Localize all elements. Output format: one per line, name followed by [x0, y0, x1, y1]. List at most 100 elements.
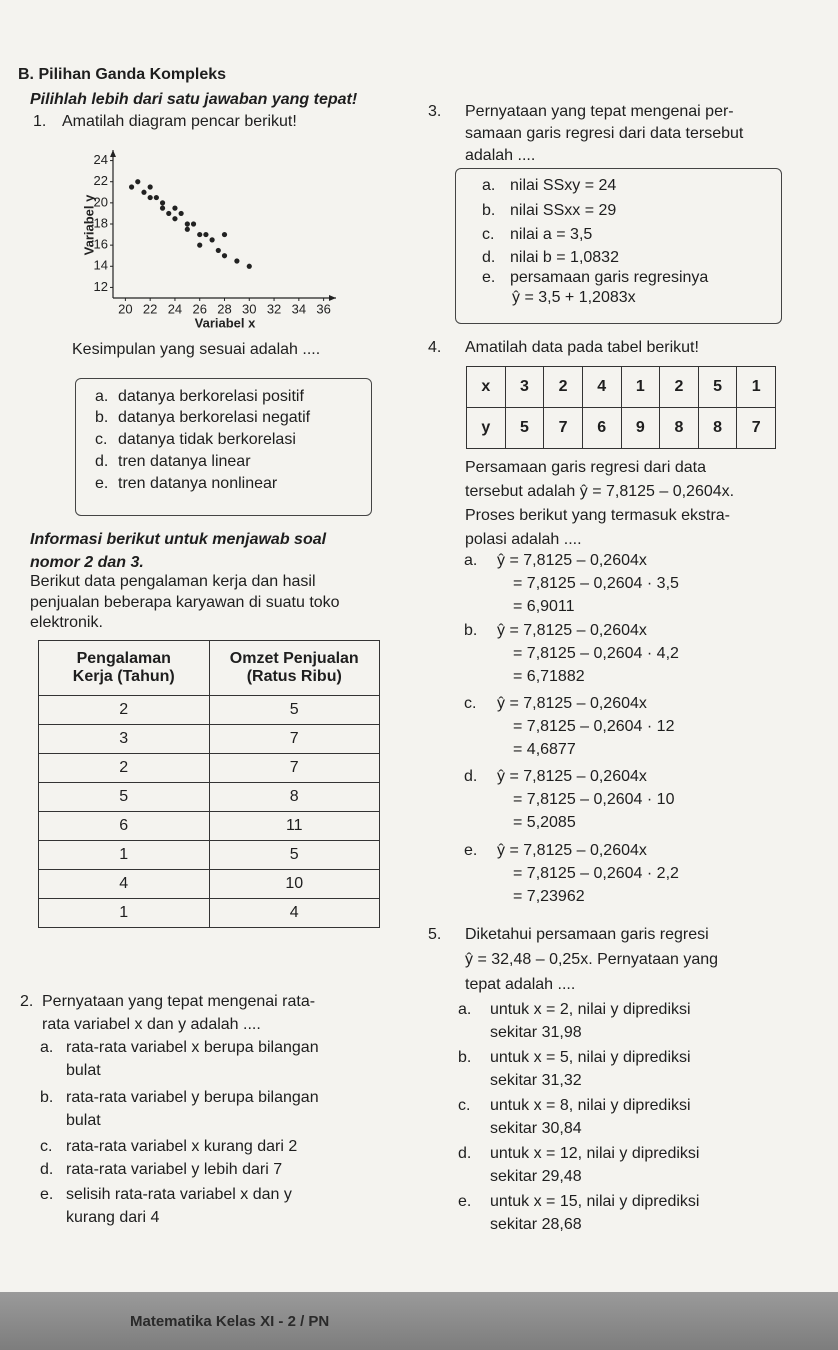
option-text: = 7,8125 – 0,2604 · 2,2	[513, 865, 679, 882]
option-letter: a.	[482, 177, 496, 194]
scatter-point	[184, 221, 190, 227]
y-axis-label: Variabel y	[81, 194, 96, 255]
question-prompt: tepat adalah ....	[465, 976, 576, 993]
scatter-point	[215, 247, 221, 254]
option-letter: e.	[482, 269, 496, 286]
option-letter: e.	[458, 1193, 472, 1210]
table-cell: 3	[504, 366, 545, 408]
question-text: Proses berikut yang termasuk ekstra-	[465, 507, 730, 524]
option-letter: a.	[40, 1039, 54, 1056]
option-letter: c.	[95, 431, 108, 448]
x-tick-label: 22	[143, 301, 157, 316]
y-tick-label: 24	[94, 152, 108, 167]
option-letter: e.	[40, 1186, 54, 1203]
axis-arrow	[329, 295, 336, 301]
option-letter: d.	[458, 1145, 472, 1162]
option-text: = 5,2085	[513, 814, 576, 831]
question-prompt: Diketahui persamaan garis regresi	[465, 926, 709, 943]
option-text: selisih rata-rata variabel x dan y	[66, 1186, 292, 1203]
y-tick-label: 14	[94, 258, 108, 273]
scatter-point	[159, 205, 166, 211]
option-text: rata-rata variabel y lebih dari 7	[66, 1161, 283, 1178]
axis-arrow	[110, 150, 116, 157]
option-text: ŷ = 7,8125 – 0,2604x	[497, 552, 647, 569]
option-text: persamaan garis regresinya	[510, 269, 709, 286]
info-title: Informasi berikut untuk menjawab soal	[30, 531, 327, 548]
info-text: penjualan beberapa karyawan di suatu tok…	[30, 593, 340, 611]
table-cell: 1	[38, 898, 210, 928]
option-letter: b.	[40, 1089, 54, 1106]
x-tick-label: 24	[168, 301, 182, 316]
option-text: sekitar 30,84	[490, 1120, 582, 1137]
question-prompt: Pernyataan yang tepat mengenai rata-	[42, 993, 316, 1010]
option-text: untuk x = 2, nilai y diprediksi	[490, 1001, 691, 1018]
table-cell: 4	[38, 869, 210, 899]
option-text: bulat	[66, 1062, 101, 1079]
table-cell: 8	[697, 407, 738, 449]
question-text: Kesimpulan yang sesuai adalah ....	[72, 341, 321, 358]
footer-text: Matematika Kelas XI - 2 / PN	[130, 1313, 330, 1330]
option-text: ŷ = 7,8125 – 0,2604x	[497, 768, 647, 785]
option-letter: d.	[40, 1161, 54, 1178]
option-text: untuk x = 15, nilai y diprediksi	[490, 1193, 700, 1210]
scatter-point	[190, 221, 197, 227]
table-cell: 5	[504, 407, 545, 449]
table-cell: 9	[620, 407, 661, 449]
option-text: = 7,8125 – 0,2604 · 4,2	[513, 645, 679, 662]
table-cell: 5	[208, 695, 380, 725]
table-cell: 6	[38, 811, 210, 841]
y-tick-label: 12	[94, 279, 108, 294]
scatter-point	[246, 263, 252, 269]
scatter-point	[159, 200, 166, 206]
x-axis-label: Variabel x	[195, 315, 256, 330]
table-cell: 6	[581, 407, 622, 449]
scatter-point	[203, 231, 209, 238]
option-text: = 6,9011	[513, 598, 575, 615]
scatter-point	[172, 216, 178, 222]
option-text: rata-rata variabel x berupa bilangan	[66, 1039, 319, 1056]
option-letter: b.	[482, 202, 496, 219]
option-letter: e.	[95, 475, 109, 492]
option-letter: b.	[464, 622, 478, 639]
table-cell: 10	[208, 869, 380, 899]
table-cell: 8	[208, 782, 380, 812]
x-tick-label: 30	[242, 301, 256, 316]
option-letter: a.	[458, 1001, 472, 1018]
table-cell: 8	[659, 407, 699, 449]
section-title: B. Pilihan Ganda Kompleks	[18, 66, 227, 83]
scatter-point	[153, 194, 159, 201]
option-letter: d.	[482, 249, 496, 266]
option-letter: a.	[464, 552, 478, 569]
option-text: nilai SSxy = 24	[510, 177, 617, 194]
question-number: 1.	[33, 113, 47, 130]
instruction: Pilihlah lebih dari satu jawaban yang te…	[30, 91, 358, 108]
data-table: Pengalaman Kerja (Tahun) Omzet Penjualan …	[38, 640, 380, 928]
option-letter: a.	[95, 388, 109, 405]
options-box	[75, 378, 372, 516]
table-cell: 5	[208, 840, 380, 870]
question-prompt: Amatilah data pada tabel berikut!	[465, 339, 699, 356]
scatter-point	[147, 184, 153, 190]
question-prompt: ŷ = 32,48 – 0,25x. Pernyataan yang	[465, 951, 719, 968]
option-text: ŷ = 7,8125 – 0,2604x	[497, 622, 647, 639]
y-tick-label: 20	[94, 194, 108, 209]
option-text: nilai SSxx = 29	[510, 202, 617, 219]
scatter-point	[197, 231, 203, 238]
y-tick-label: 18	[94, 215, 108, 230]
table-header: Omzet Penjualan (Ratus Ribu)	[208, 640, 380, 696]
option-text: = 7,23962	[513, 888, 585, 905]
question-text: polasi adalah ....	[465, 531, 582, 548]
scatter-point	[184, 226, 190, 232]
table-cell: 2	[38, 753, 210, 783]
x-tick-label: 28	[217, 301, 231, 316]
question-number: 3.	[428, 103, 442, 120]
option-letter: e.	[464, 842, 478, 859]
question-number: 2.	[20, 993, 34, 1010]
footer-band	[0, 1292, 838, 1350]
question-prompt: samaan garis regresi dari data tersebut	[465, 125, 744, 142]
scatter-chart: 20 22 24 26 28 30 32 34 36 12 14 16 18 20 22 24 Variabel…	[81, 150, 336, 330]
option-text: = 6,71882	[513, 668, 585, 685]
option-letter: d.	[95, 453, 109, 470]
option-text: tren datanya linear	[118, 453, 251, 470]
